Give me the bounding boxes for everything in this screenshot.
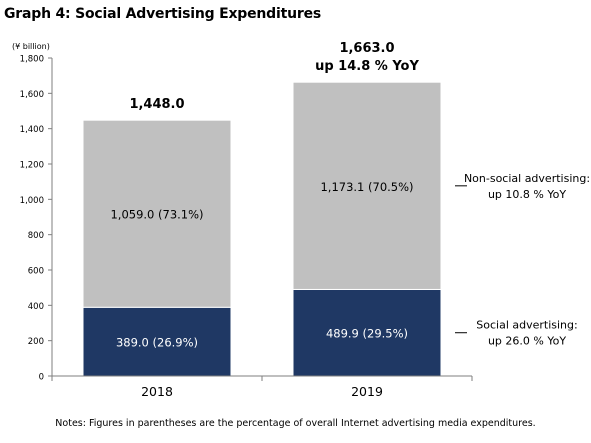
y-axis-unit-label: (¥ billion) [12,42,50,51]
bar-segment [82,306,232,377]
bar-data-label: 1,059.0 (73.1%) [110,208,203,222]
bar-data-label: 1,173.1 (70.5%) [320,180,413,194]
side-label: Social advertising: [476,319,577,332]
bar-total-label: 1,663.0 [339,41,394,56]
y-tick-label: 1,200 [20,161,44,171]
bar-total-label: up 14.8 % YoY [315,59,419,74]
bar-data-label: 489.9 (29.5%) [326,327,408,341]
bar-total-label: 1,448.0 [129,97,184,112]
axes-layer: 2018 2019 0 200 400 600 800 1,000 1,200 1,400 1,60… [20,55,473,399]
x-tick-label: 2018 [141,384,173,399]
side-label: Non-social advertising: [464,172,590,185]
bars-layer [82,81,442,377]
y-tick-label: 1,800 [20,55,44,65]
side-label: up 10.8 % YoY [488,188,566,201]
bar-segment [292,288,442,377]
bar-segment [82,119,232,308]
bar-data-label: 389.0 (26.9%) [116,336,198,350]
y-tick-label: 1,600 [20,90,44,100]
y-tick-label: 1,400 [20,125,44,135]
y-tick-label: 200 [28,337,44,347]
y-tick-label: 0 [39,373,44,383]
chart-note: Notes: Figures in parentheses are the pe… [55,418,536,429]
x-tick-label: 2019 [351,384,383,399]
side-label: up 26.0 % YoY [488,335,566,348]
chart-title: Graph 4: Social Advertising Expenditures [4,6,321,22]
y-tick-label: 800 [28,231,44,241]
bar-segment [292,81,442,290]
y-tick-label: 600 [28,267,44,277]
y-tick-label: 1,000 [20,196,44,206]
y-tick-label: 400 [28,302,44,312]
labels-layer: 389.0 (26.9%) 1,059.0 (73.1%) 1,448.0 489.9… [110,41,590,349]
